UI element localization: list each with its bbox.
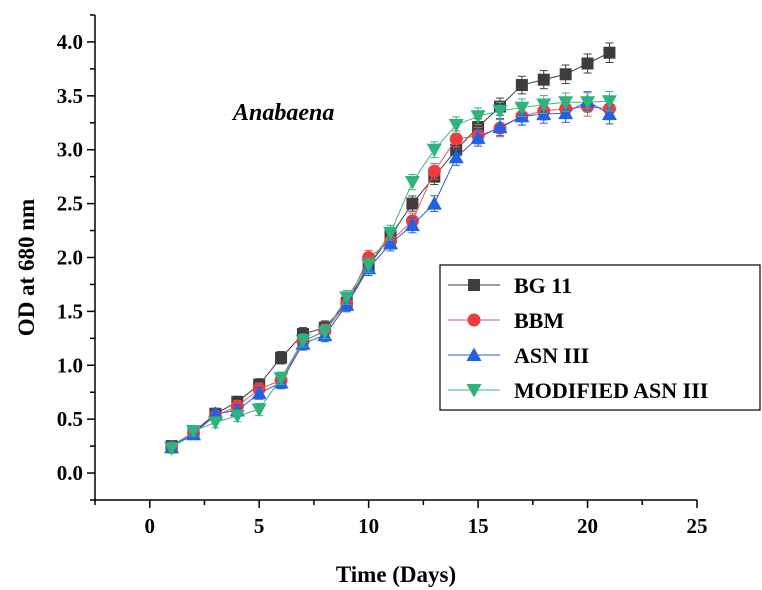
legend: BG 11 BBM ASN III MODIFIED ASN III xyxy=(439,264,761,411)
y-tick-label: 0.5 xyxy=(57,407,83,431)
data-point xyxy=(251,403,267,417)
legend-label: BG 11 xyxy=(514,273,572,298)
data-point xyxy=(383,235,399,250)
x-tick-label: 20 xyxy=(577,514,598,538)
data-point xyxy=(601,106,617,121)
data-point xyxy=(251,385,267,400)
y-tick-label: 4.0 xyxy=(57,30,83,54)
data-point xyxy=(383,226,399,241)
data-point xyxy=(317,325,333,340)
data-point xyxy=(514,101,530,116)
data-point xyxy=(339,291,355,305)
data-point xyxy=(427,164,441,178)
y-axis-title: OD at 680 nm xyxy=(14,199,39,336)
legend-marker xyxy=(467,313,481,327)
y-tick-label: 1.5 xyxy=(57,299,83,323)
data-point xyxy=(361,259,377,273)
data-point xyxy=(426,143,442,158)
y-tick-label: 3.5 xyxy=(57,84,83,108)
legend-label: BBM xyxy=(514,308,564,333)
data-point xyxy=(273,372,289,386)
y-tick-label: 2.0 xyxy=(57,246,83,270)
y-tick-label: 0.0 xyxy=(57,461,83,485)
data-point xyxy=(603,46,616,59)
legend-label: ASN III xyxy=(514,343,589,368)
x-tick-label: 0 xyxy=(144,514,155,538)
legend-label: MODIFIED ASN III xyxy=(514,378,708,403)
data-point xyxy=(426,196,442,210)
data-point xyxy=(601,95,617,109)
data-point xyxy=(449,132,463,146)
x-tick-label: 25 xyxy=(687,514,708,538)
legend-marker xyxy=(468,279,480,291)
y-tick-label: 3.0 xyxy=(57,138,83,162)
data-point xyxy=(186,425,202,439)
data-point xyxy=(515,79,528,92)
data-point xyxy=(406,197,419,210)
data-point xyxy=(581,57,594,70)
x-axis: 0 5 10 15 20 25 xyxy=(94,499,708,538)
data-point xyxy=(537,73,550,86)
data-point xyxy=(207,416,223,430)
x-axis-title: Time (Days) xyxy=(336,562,456,587)
data-point xyxy=(580,96,596,110)
data-point xyxy=(164,442,180,456)
data-point xyxy=(229,409,245,424)
series-modified-asn-iii xyxy=(164,90,617,456)
series-layer xyxy=(164,42,617,456)
y-tick-label: 1.0 xyxy=(57,353,83,377)
legend-marker xyxy=(466,384,482,398)
x-tick-label: 10 xyxy=(358,514,379,538)
data-point xyxy=(470,110,486,124)
data-point xyxy=(558,105,574,120)
data-point xyxy=(536,98,552,112)
data-point xyxy=(559,68,572,81)
chart-annotation: Anabaena xyxy=(231,100,334,126)
legend-marker xyxy=(466,347,482,361)
data-point xyxy=(404,176,420,190)
x-tick-label: 15 xyxy=(468,514,489,538)
data-point xyxy=(492,119,508,134)
y-axis: 0.0 0.5 1.0 1.5 2.0 2.5 3.0 3.5 4.0 xyxy=(57,14,96,501)
data-point xyxy=(558,96,574,110)
legend-box xyxy=(439,264,761,411)
data-point xyxy=(275,351,288,364)
data-point xyxy=(295,334,311,348)
data-point xyxy=(404,217,420,232)
data-point xyxy=(448,149,464,164)
data-point xyxy=(492,104,508,119)
data-point xyxy=(448,118,464,133)
y-tick-label: 2.5 xyxy=(57,192,83,216)
data-point xyxy=(470,130,486,144)
x-tick-label: 5 xyxy=(254,514,265,538)
